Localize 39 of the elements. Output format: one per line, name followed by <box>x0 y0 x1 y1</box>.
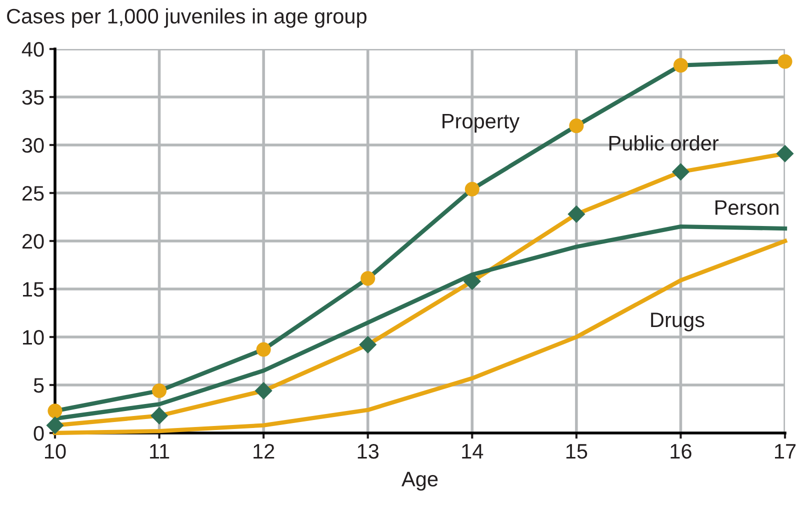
y-tick-label: 5 <box>34 378 44 393</box>
series-label: Property <box>442 114 520 133</box>
y-tick-label: 10 <box>23 330 44 345</box>
x-tick-label: 14 <box>462 444 484 459</box>
point <box>464 182 480 196</box>
x-tick-label: 10 <box>45 444 66 459</box>
series-label: Drugs <box>651 312 704 332</box>
y-tick-label: 35 <box>22 90 44 105</box>
point <box>254 382 272 400</box>
point <box>256 342 271 357</box>
point <box>150 406 168 425</box>
x-tick-label: 16 <box>670 444 692 459</box>
x-tick-label: 11 <box>150 444 170 459</box>
y-tick-label: 30 <box>22 138 44 153</box>
y-tick-label: 15 <box>23 282 44 297</box>
series-label: Person <box>715 200 778 215</box>
point <box>569 118 584 134</box>
series-label: Public order <box>609 135 719 151</box>
y-tick-label: 25 <box>22 186 44 201</box>
x-tick-label: 12 <box>254 444 274 459</box>
point <box>360 271 376 286</box>
point <box>48 404 62 418</box>
point <box>152 383 167 398</box>
point <box>672 163 690 181</box>
x-tick-label: 15 <box>566 444 588 459</box>
x-tick-label: 17 <box>775 444 796 459</box>
x-axis-title: Age <box>402 472 438 491</box>
point <box>46 416 64 434</box>
point <box>463 272 481 290</box>
y-tick-label: 40 <box>22 42 44 57</box>
point <box>359 336 377 354</box>
point <box>673 58 688 73</box>
y-axis-title: Cases per 1,000 juveniles in age group <box>7 8 366 28</box>
y-tick-label: 0 <box>34 426 44 441</box>
point <box>776 144 794 162</box>
point <box>568 205 586 223</box>
x-tick-label: 13 <box>358 444 379 459</box>
y-tick-label: 20 <box>22 234 44 249</box>
point <box>778 54 792 69</box>
